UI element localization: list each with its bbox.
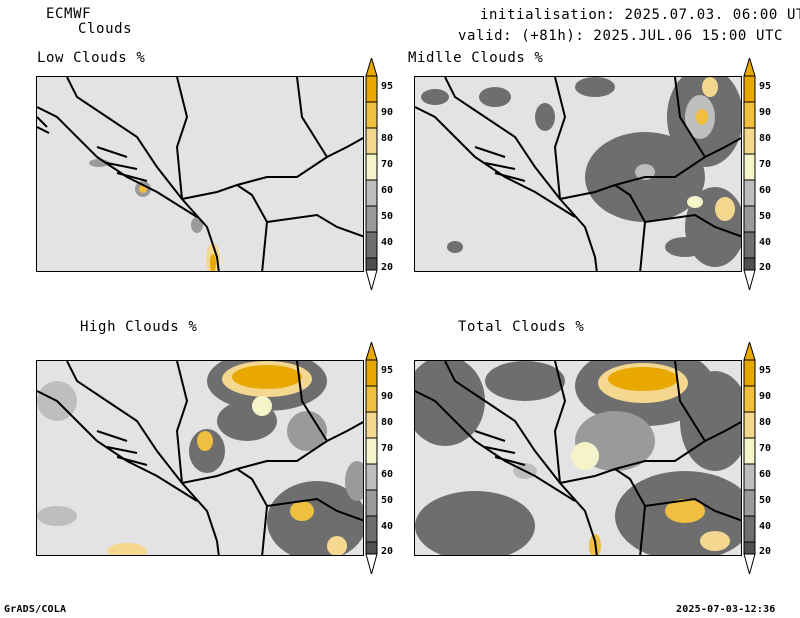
cbar-label-70: 70 xyxy=(381,159,393,170)
colorbar-high: 95 90 80 70 60 50 40 20 xyxy=(365,342,393,574)
panel-title-low: Low Clouds % xyxy=(37,50,146,66)
cbar-label-60: 60 xyxy=(759,469,771,480)
map-panel-total xyxy=(414,360,742,556)
colorbar-low: 95 90 80 70 60 50 40 20 xyxy=(365,58,393,290)
map-panel-high xyxy=(36,360,364,556)
country-borders xyxy=(37,361,363,555)
country-borders xyxy=(37,77,363,271)
cbar-label-50: 50 xyxy=(759,495,771,506)
cbar-label-20: 20 xyxy=(381,262,393,273)
cbar-label-90: 90 xyxy=(381,391,393,402)
cbar-label-60: 60 xyxy=(759,185,771,196)
cbar-label-50: 50 xyxy=(381,495,393,506)
cbar-label-95: 95 xyxy=(381,365,393,376)
valid-time: valid: (+81h): 2025.JUL.06 15:00 UTC xyxy=(458,28,784,44)
model-label: ECMWF xyxy=(46,6,92,22)
map-panel-middle xyxy=(414,76,742,272)
cbar-label-50: 50 xyxy=(759,211,771,222)
cbar-label-80: 80 xyxy=(381,417,393,428)
cbar-label-90: 90 xyxy=(759,107,771,118)
cbar-label-20: 20 xyxy=(759,262,771,273)
init-time: initialisation: 2025.07.03. 06:00 UTC xyxy=(480,7,800,23)
footer-timestamp: 2025-07-03-12:36 xyxy=(676,604,776,615)
cbar-label-40: 40 xyxy=(381,237,393,248)
cbar-label-20: 20 xyxy=(381,546,393,557)
colorbar-total: 95 90 80 70 60 50 40 20 xyxy=(743,342,771,574)
cbar-label-70: 70 xyxy=(759,443,771,454)
cbar-label-60: 60 xyxy=(381,469,393,480)
country-borders xyxy=(415,361,741,555)
cbar-label-90: 90 xyxy=(381,107,393,118)
product-label: Clouds xyxy=(78,21,133,37)
panel-title-high: High Clouds % xyxy=(80,319,198,335)
cbar-label-70: 70 xyxy=(759,159,771,170)
footer-software: GrADS/COLA xyxy=(4,604,67,615)
country-borders xyxy=(415,77,741,271)
cbar-label-70: 70 xyxy=(381,443,393,454)
cbar-label-60: 60 xyxy=(381,185,393,196)
map-panel-low xyxy=(36,76,364,272)
cbar-label-95: 95 xyxy=(759,81,771,92)
cbar-label-40: 40 xyxy=(381,521,393,532)
cbar-label-95: 95 xyxy=(759,365,771,376)
cbar-label-80: 80 xyxy=(759,133,771,144)
cbar-label-80: 80 xyxy=(381,133,393,144)
cbar-label-20: 20 xyxy=(759,546,771,557)
cbar-label-40: 40 xyxy=(759,237,771,248)
panel-title-total: Total Clouds % xyxy=(458,319,585,335)
cloud-contours xyxy=(89,159,220,271)
cloud-contours xyxy=(37,361,363,555)
panel-title-middle: Midlle Clouds % xyxy=(408,50,544,66)
cbar-label-95: 95 xyxy=(381,81,393,92)
cloud-contours xyxy=(421,77,741,267)
colorbar-middle: 95 90 80 70 60 50 40 20 xyxy=(743,58,771,290)
cbar-label-40: 40 xyxy=(759,521,771,532)
cbar-label-90: 90 xyxy=(759,391,771,402)
cbar-label-80: 80 xyxy=(759,417,771,428)
cbar-label-50: 50 xyxy=(381,211,393,222)
